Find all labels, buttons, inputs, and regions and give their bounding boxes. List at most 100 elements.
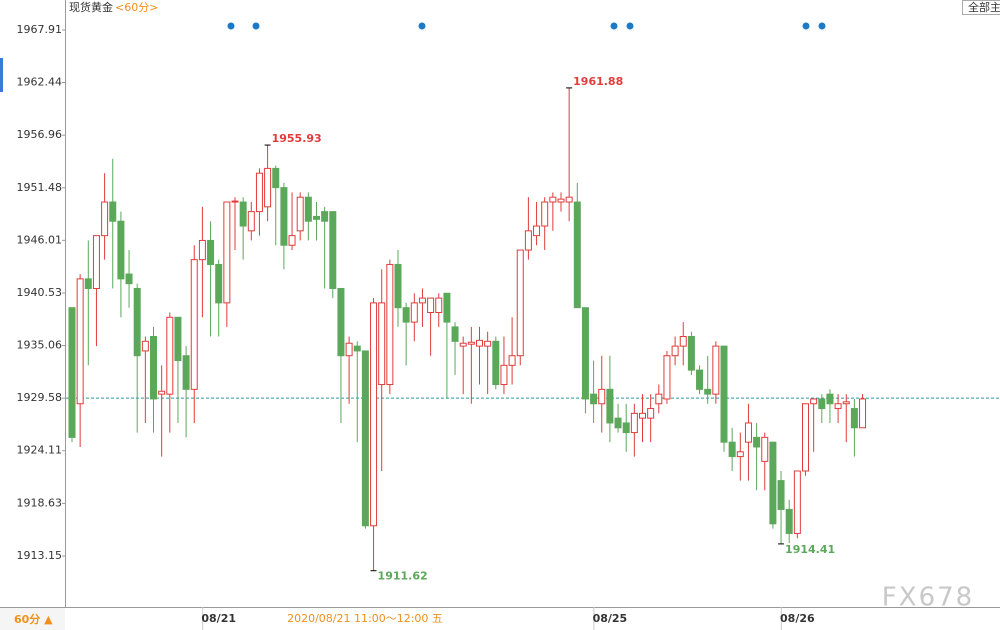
candle-body xyxy=(492,340,500,386)
extreme-label: 1914.41 xyxy=(785,543,835,556)
candle-body xyxy=(255,172,263,213)
event-dot[interactable] xyxy=(418,22,426,30)
candle-body xyxy=(92,235,100,289)
candle-body xyxy=(174,316,182,362)
candle-body xyxy=(370,302,378,527)
candle-body xyxy=(467,341,475,345)
hover-info: 2020/08/21 11:00～12:00 五 xyxy=(287,612,443,625)
event-dots xyxy=(227,22,826,30)
candle-body xyxy=(728,441,736,458)
axis-marker xyxy=(0,58,3,92)
candle-body xyxy=(541,201,549,227)
button-frame[interactable] xyxy=(962,0,1000,15)
y-tick-label: 1962.44 xyxy=(17,76,63,89)
x-tick-label: 08/26 xyxy=(780,612,815,625)
main-button[interactable]: 全部主 xyxy=(968,0,1000,14)
candle-body xyxy=(223,201,231,304)
candle-body xyxy=(720,345,728,443)
candle-body xyxy=(418,297,426,304)
candle-body xyxy=(321,211,329,222)
candle-body xyxy=(190,259,198,390)
candle-body xyxy=(239,201,247,227)
candle-body xyxy=(524,230,532,251)
y-tick-label: 1940.53 xyxy=(17,286,63,299)
timeframe-button[interactable]: 60分 ▲ xyxy=(14,612,53,626)
candle-body xyxy=(777,480,785,510)
watermark: FX678 xyxy=(882,583,974,613)
x-tick-label: 08/25 xyxy=(593,612,628,625)
candle-body xyxy=(655,393,663,405)
candle-body xyxy=(785,508,793,534)
event-dot[interactable] xyxy=(227,22,235,30)
candle-body xyxy=(443,292,451,323)
candle-body xyxy=(793,470,801,534)
candle-body xyxy=(133,287,141,357)
candle-body xyxy=(288,235,296,246)
candle-body xyxy=(818,398,826,410)
candle-body xyxy=(207,239,215,265)
candle-body xyxy=(76,278,84,405)
candle-body xyxy=(557,198,565,203)
candle-body xyxy=(484,340,492,347)
candle-body xyxy=(533,225,541,237)
y-tick-label: 1918.63 xyxy=(17,496,63,509)
extreme-label: 1955.93 xyxy=(272,132,322,145)
candle-body xyxy=(630,412,638,434)
event-dot[interactable] xyxy=(252,22,260,30)
candle-body xyxy=(850,408,858,429)
event-dot[interactable] xyxy=(802,22,810,30)
candle-body xyxy=(826,393,834,405)
period-label: <60分> xyxy=(115,1,158,14)
candle-body xyxy=(687,336,695,371)
candle-body xyxy=(361,350,369,527)
candle-body xyxy=(329,211,337,289)
event-dot[interactable] xyxy=(626,22,634,30)
candle-body xyxy=(712,345,720,395)
y-tick-label: 1935.06 xyxy=(17,339,63,352)
candle-body xyxy=(736,451,744,458)
candle-body xyxy=(516,249,524,357)
candle-body xyxy=(859,398,867,429)
candle-body xyxy=(573,201,581,309)
candle-body xyxy=(810,398,818,405)
extreme-label: 1911.62 xyxy=(378,570,428,583)
candle-body xyxy=(117,220,125,280)
candle-body xyxy=(215,263,223,304)
candle-body xyxy=(435,297,443,313)
candle-body xyxy=(549,196,557,203)
candle-body xyxy=(761,436,769,462)
y-tick-label: 1951.48 xyxy=(17,181,63,194)
candle-body xyxy=(68,307,76,438)
candle-body xyxy=(834,403,842,410)
candle-body xyxy=(410,302,418,323)
candle-body xyxy=(313,215,320,220)
candle-body xyxy=(264,167,272,208)
y-tick-label: 1967.91 xyxy=(17,23,63,36)
candle-body xyxy=(476,339,483,347)
candle-body xyxy=(744,422,752,443)
candle-body xyxy=(125,273,133,285)
candle-body xyxy=(166,316,174,395)
extreme-label: 1961.88 xyxy=(573,75,623,88)
candle-body xyxy=(402,307,410,323)
candle-body xyxy=(198,239,206,261)
candle-body xyxy=(451,326,459,342)
candle-body xyxy=(769,441,777,525)
candle-body xyxy=(802,403,809,472)
candle-body xyxy=(647,408,655,419)
candle-body xyxy=(590,393,598,405)
candle-body xyxy=(565,196,573,203)
candle-body xyxy=(639,412,646,419)
event-dot[interactable] xyxy=(610,22,618,30)
event-dot[interactable] xyxy=(818,22,826,30)
candle-body xyxy=(500,364,508,386)
candle-body xyxy=(394,263,402,309)
candle-body xyxy=(345,342,353,357)
candle-body xyxy=(696,369,704,390)
candle-body xyxy=(231,200,239,203)
candle-body xyxy=(663,355,671,400)
timeframe-box[interactable] xyxy=(0,608,65,630)
candle-body xyxy=(671,345,679,357)
candle-body xyxy=(158,390,166,395)
